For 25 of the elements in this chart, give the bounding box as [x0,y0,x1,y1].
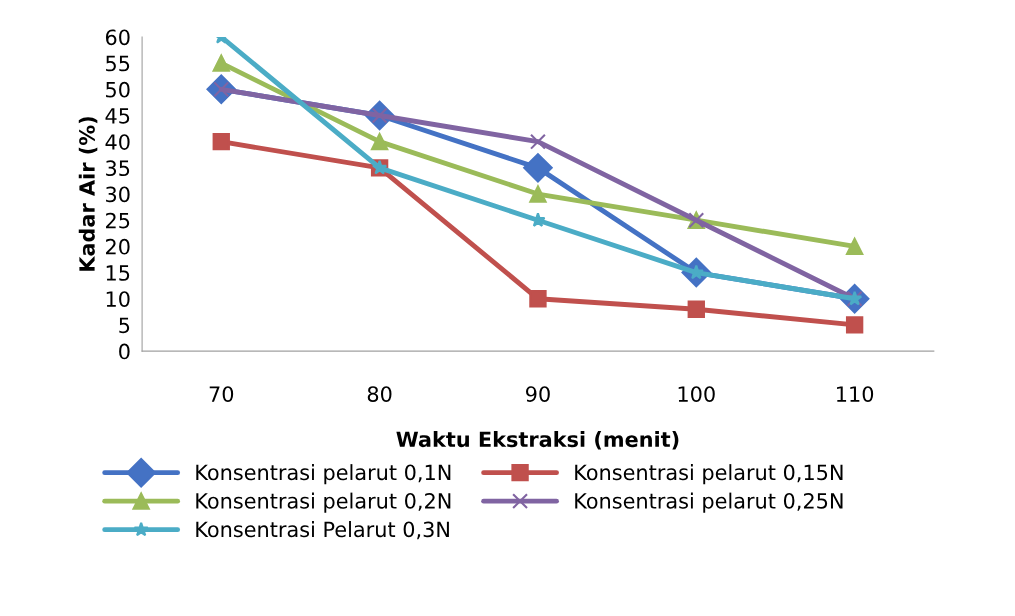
y-tick-label: 15 [106,265,130,281]
x-tick-label: 90 [526,386,550,402]
y-tick-label: 25 [106,212,130,229]
y-tick-label: 5 [119,317,130,334]
x-tick-label: 110 [837,386,874,402]
y-tick-label: 60 [105,29,130,46]
legend-label: Konsentrasi pelarut 0,15N [575,464,843,485]
y-tick-label: 40 [105,134,130,150]
x-tick-label: 70 [209,386,234,402]
y-tick-label: 55 [106,55,130,72]
y-tick-label: 45 [105,108,130,124]
y-tick-label: 35 [106,160,130,177]
x-tick-label: 100 [678,386,715,402]
y-tick-label: 10 [106,291,130,307]
legend-label: Konsentrasi Pelarut 0,3N [196,521,449,540]
y-tick-label: 30 [106,186,130,203]
y-tick-label: 50 [106,81,130,98]
y-tick-label: 20 [106,238,130,255]
legend-label: Konsentrasi pelarut 0,1N [196,464,451,485]
x-axis-title: Waktu Ekstraksi (menit) [396,431,679,450]
x-tick-label: 80 [367,386,392,402]
y-axis-title: Kadar Air (%) [78,117,98,271]
y-tick-label: 0 [119,343,130,360]
legend-label: Konsentrasi pelarut 0,25N [575,492,843,513]
legend-label: Konsentrasi pelarut 0,2N [196,492,451,513]
